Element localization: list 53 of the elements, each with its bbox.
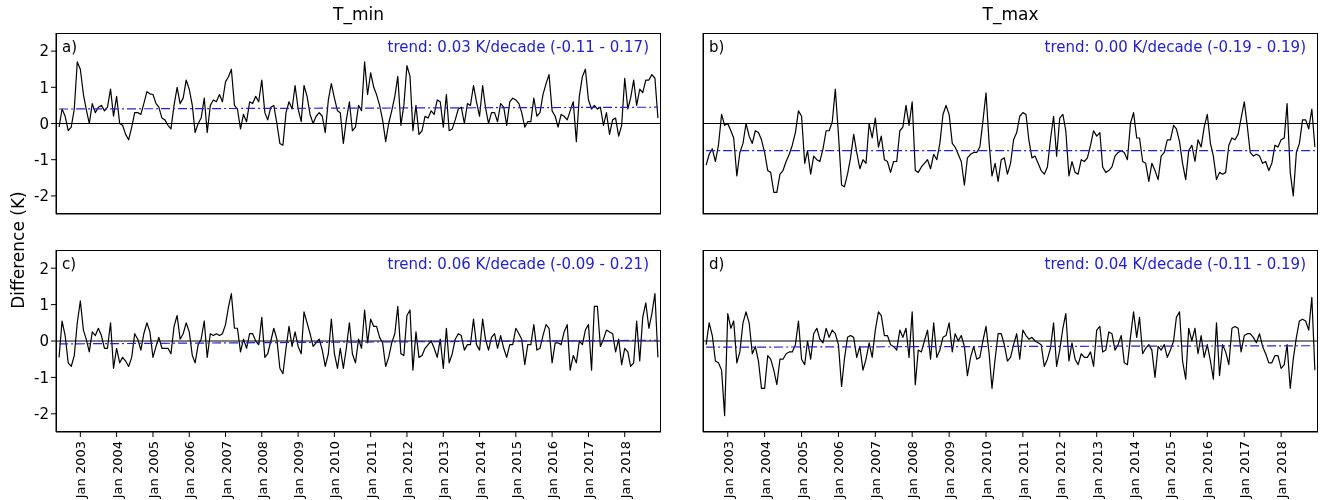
x-tick-label: Jan 2017 [1237, 441, 1253, 500]
x-tick-label: Jan 2010 [327, 441, 343, 500]
annotation: d) [709, 255, 725, 273]
y-tick-label: 2 [39, 259, 49, 278]
y-tick-label: -1 [34, 151, 49, 170]
x-tick-label: Jan 2009 [291, 441, 307, 500]
x-tick-label: Jan 2005 [794, 441, 810, 500]
annotation: b) [709, 38, 725, 56]
x-tick-label: Jan 2014 [472, 441, 488, 500]
chart-title: T_min [332, 4, 385, 24]
x-tick-label: Jan 2010 [979, 441, 995, 500]
y-tick-label: -2 [34, 405, 49, 424]
x-tick-label: Jan 2016 [1200, 441, 1216, 500]
y-axis-title: Difference (K) [8, 191, 28, 309]
y-tick-label: 1 [39, 295, 49, 314]
x-tick-label: Jan 2008 [254, 441, 270, 500]
x-tick-label: Jan 2006 [182, 441, 198, 500]
annotation: c) [62, 255, 77, 273]
chart-title: T_max [981, 4, 1040, 24]
x-tick-label: Jan 2004 [109, 441, 125, 500]
x-tick-label: Jan 2007 [868, 441, 884, 500]
x-tick-label: Jan 2016 [545, 441, 561, 500]
x-tick-label: Jan 2011 [1015, 441, 1031, 500]
y-tick-label: 2 [39, 42, 49, 61]
x-tick-label: Jan 2012 [1052, 441, 1068, 500]
x-tick-label: Jan 2018 [1274, 441, 1290, 500]
x-tick-label: Jan 2018 [617, 441, 633, 500]
annotation: trend: 0.03 K/decade (-0.11 - 0.17) [387, 38, 649, 56]
x-tick-label: Jan 2006 [831, 441, 847, 500]
x-tick-label: Jan 2008 [905, 441, 921, 500]
x-tick-label: Jan 2015 [508, 441, 524, 500]
x-tick-label: Jan 2015 [1163, 441, 1179, 500]
x-tick-label: Jan 2013 [1089, 441, 1105, 500]
y-tick-label: 1 [39, 78, 49, 97]
x-tick-label: Jan 2013 [436, 441, 452, 500]
x-tick-label: Jan 2011 [363, 441, 379, 500]
x-tick-label: Jan 2017 [581, 441, 597, 500]
y-tick-label: 0 [39, 332, 49, 351]
x-tick-label: Jan 2004 [757, 441, 773, 500]
x-tick-label: Jan 2012 [399, 441, 415, 500]
annotation: a) [62, 38, 78, 56]
x-tick-label: Jan 2007 [218, 441, 234, 500]
y-tick-label: -1 [34, 368, 49, 387]
x-tick-label: Jan 2003 [720, 441, 736, 500]
annotation: trend: 0.04 K/decade (-0.11 - 0.19) [1044, 255, 1306, 273]
annotation: trend: 0.00 K/decade (-0.19 - 0.19) [1044, 38, 1306, 56]
x-tick-label: Jan 2005 [145, 441, 161, 500]
annotation: trend: 0.06 K/decade (-0.09 - 0.21) [387, 255, 649, 273]
y-tick-label: 0 [39, 114, 49, 133]
x-tick-label: Jan 2009 [942, 441, 958, 500]
y-tick-label: -2 [34, 187, 49, 206]
x-tick-label: Jan 2014 [1126, 441, 1142, 500]
x-tick-label: Jan 2003 [73, 441, 89, 500]
